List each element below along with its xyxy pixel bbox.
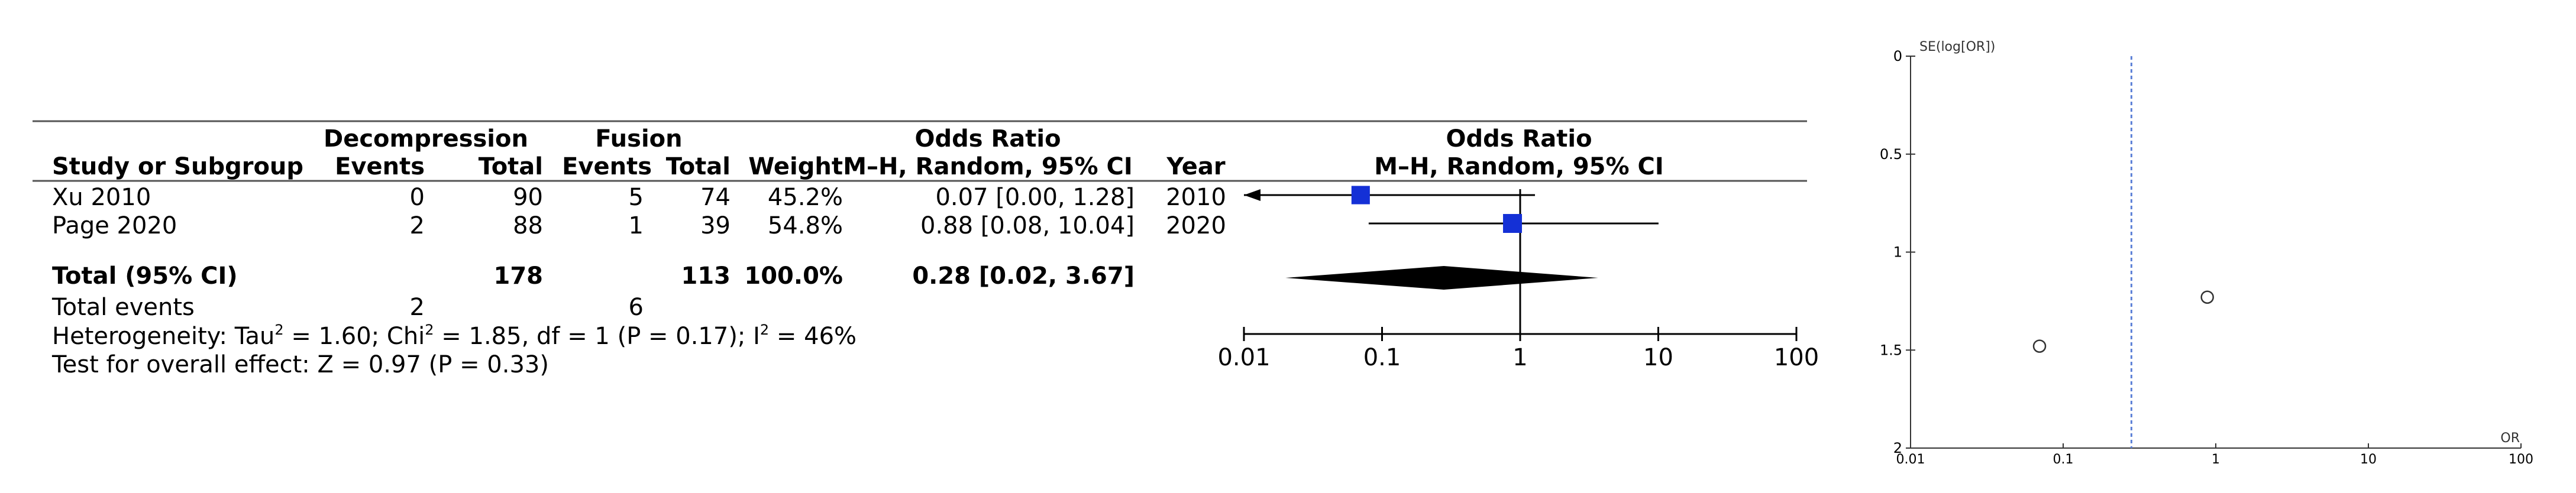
ci-cell: 0.88 [0.08, 10.04] [920, 212, 1135, 239]
table-row: Xu 2010 0 90 5 74 45.2% 0.07 [0.00, 1.28… [52, 184, 1226, 211]
superscript: 2 [425, 322, 434, 338]
total-label: Total (95% CI) [52, 262, 238, 290]
total1-cell: 88 [513, 212, 543, 239]
i-squared-value: = 46% [769, 323, 856, 350]
funnel-y-tick-label: 0 [1893, 48, 1902, 64]
study-name: Page 2020 [52, 212, 177, 239]
funnel-plot-marks: 0 0.5 1 1.5 20.01 0.1 1 10 100 [1880, 48, 2533, 467]
funnel-x-tick-label: 0.01 [1896, 452, 1925, 467]
ci-cell: 0.07 [0.00, 1.28] [935, 184, 1135, 211]
study-name: Xu 2010 [52, 184, 151, 211]
weight-cell: 54.8% [768, 212, 843, 239]
total-row: Total (95% CI) 178 113 100.0% 0.28 [0.02… [52, 262, 1135, 290]
heterogeneity-prefix: Heterogeneity: Tau [52, 323, 274, 350]
events1-cell: 0 [410, 184, 425, 211]
total1-cell: 178 [494, 262, 544, 290]
events2-cell: 5 [629, 184, 644, 211]
superscript: 2 [760, 322, 769, 338]
funnel-y-tick-label: 2 [1893, 440, 1902, 456]
table-row: Page 2020 2 88 1 39 54.8% 0.88 [0.08, 10… [52, 212, 1226, 239]
funnel-study-point [2200, 290, 2214, 304]
decompression-group-header: Decompression [324, 125, 528, 153]
total1-column-header: Total [479, 153, 543, 180]
funnel-y-tick-label: 0.5 [1880, 146, 1902, 163]
funnel-x-tick-label: 100 [2509, 452, 2533, 467]
total2-cell: 74 [700, 184, 731, 211]
events1-cell: 2 [410, 294, 425, 321]
forest-tick-label: 0.01 [1217, 344, 1270, 371]
total2-column-header: Total [666, 153, 731, 180]
total-events-row: Total events 2 6 [51, 294, 644, 321]
ci-truncation-arrow [1244, 189, 1260, 201]
year-cell: 2020 [1166, 212, 1226, 239]
funnel-y-axis-label: SE(log[OR]) [1919, 40, 1995, 54]
total-events-label: Total events [51, 294, 195, 321]
forest-tick-label: 1 [1512, 344, 1527, 371]
events1-column-header: Events [335, 153, 425, 180]
overall-effect-text: Test for overall effect: Z = 0.97 (P = 0… [51, 351, 549, 378]
funnel-x-tick-label: 0.1 [2053, 452, 2074, 467]
pooled-estimate-diamond [1285, 266, 1598, 290]
chi-value: = 1.85, df = 1 (P = 0.17); I [434, 323, 760, 350]
ci-column-header: M–H, Random, 95% CI [843, 153, 1133, 180]
year-cell: 2010 [1166, 184, 1226, 211]
year-column-header: Year [1166, 153, 1225, 180]
forest-tick-label: 100 [1774, 344, 1819, 371]
study-point-estimate [1503, 214, 1523, 233]
total2-cell: 113 [681, 262, 731, 290]
events2-cell: 6 [629, 294, 644, 321]
superscript: 2 [274, 322, 283, 338]
total2-cell: 39 [700, 212, 731, 239]
heterogeneity-text: Heterogeneity: Tau2 = 1.60; Chi2 = 1.85,… [52, 322, 856, 350]
funnel-y-tick-label: 1.5 [1880, 342, 1902, 358]
funnel-x-axis-label: OR [2500, 431, 2520, 446]
events1-cell: 2 [410, 212, 425, 239]
odds-ratio-effect-header: Odds Ratio [914, 125, 1061, 153]
funnel-study-point [2032, 339, 2047, 353]
ci-cell: 0.28 [0.02, 3.67] [912, 262, 1135, 290]
tau-value: = 1.60; Chi [284, 323, 425, 350]
forest-plot: Decompression Fusion Odds Ratio Odds Rat… [33, 120, 1819, 378]
funnel-plot: SE(log[OR]) OR 0 0.5 1 1.5 20.01 0.1 1 10 100 [1880, 40, 2533, 467]
events2-cell: 1 [629, 212, 644, 239]
funnel-x-tick-label: 1 [2212, 452, 2220, 467]
forest-plot-marks: 0.01 0.1 1 10 100 [1217, 186, 1819, 371]
forest-tick-label: 10 [1643, 344, 1673, 371]
fusion-group-header: Fusion [595, 125, 682, 153]
forest-tick-label: 0.1 [1363, 344, 1401, 371]
weight-cell: 100.0% [744, 262, 843, 290]
odds-ratio-plot-header: Odds Ratio [1446, 125, 1592, 153]
events2-column-header: Events [562, 153, 652, 180]
total1-cell: 90 [513, 184, 543, 211]
funnel-x-tick-label: 10 [2360, 452, 2377, 467]
plot-column-header: M–H, Random, 95% CI [1374, 153, 1664, 180]
funnel-y-tick-label: 1 [1893, 244, 1902, 261]
study-column-header: Study or Subgroup [52, 153, 303, 180]
study-point-estimate [1351, 186, 1370, 205]
weight-column-header: Weight [748, 153, 843, 180]
weight-cell: 45.2% [768, 184, 843, 211]
